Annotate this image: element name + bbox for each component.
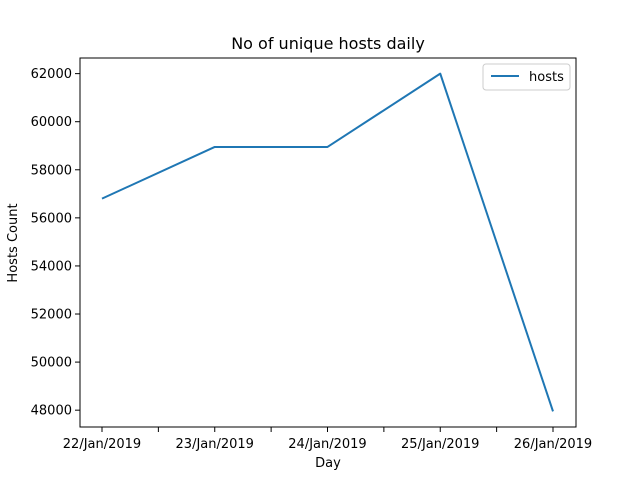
chart-title: No of unique hosts daily <box>231 34 425 53</box>
x-axis-label: Day <box>315 456 341 471</box>
x-tick-label: 26/Jan/2019 <box>514 437 592 452</box>
y-tick-label: 54000 <box>31 259 72 274</box>
y-tick-label: 56000 <box>31 211 72 226</box>
x-tick-label: 23/Jan/2019 <box>176 437 254 452</box>
legend-label-hosts: hosts <box>529 70 564 85</box>
x-tick-label: 25/Jan/2019 <box>401 437 479 452</box>
x-tick-label: 24/Jan/2019 <box>288 437 366 452</box>
y-tick-label: 52000 <box>31 308 72 323</box>
y-tick-label: 60000 <box>31 115 72 130</box>
x-tick-label: 22/Jan/2019 <box>63 437 141 452</box>
y-tick-label: 58000 <box>31 163 72 178</box>
legend: hosts <box>483 64 570 90</box>
y-tick-label: 48000 <box>31 404 72 419</box>
y-axis-label: Hosts Count <box>6 203 21 282</box>
y-tick-label: 50000 <box>31 356 72 371</box>
y-tick-label: 62000 <box>31 67 72 82</box>
